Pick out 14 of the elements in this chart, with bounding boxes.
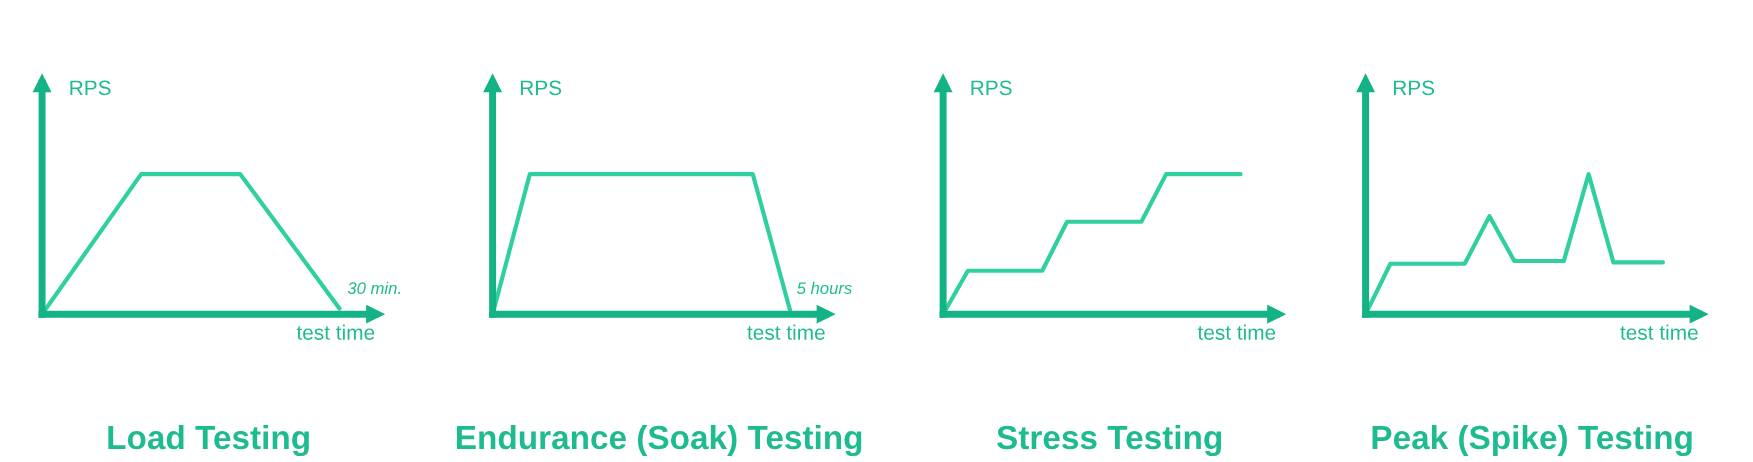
- y-axis-title: RPS: [971, 80, 1012, 96]
- text: Load Testing: [108, 424, 309, 457]
- text: Peak (Spike) Testing: [1372, 424, 1692, 457]
- y-axis-title: RPS: [1393, 80, 1435, 96]
- annotation: 5 hours: [797, 281, 852, 295]
- x-axis-title: test time: [1197, 324, 1276, 340]
- text: Endurance (Soak) Testing: [457, 424, 862, 457]
- text: Stress Testing: [996, 424, 1222, 457]
- x-axis-title: test time: [1620, 324, 1698, 340]
- x-axis-title: test time: [296, 324, 375, 340]
- y-axis-title: RPS: [520, 80, 562, 96]
- x-axis-title: test time: [747, 324, 825, 340]
- y-axis-title: RPS: [70, 80, 111, 96]
- annotation: 30 min.: [347, 281, 400, 295]
